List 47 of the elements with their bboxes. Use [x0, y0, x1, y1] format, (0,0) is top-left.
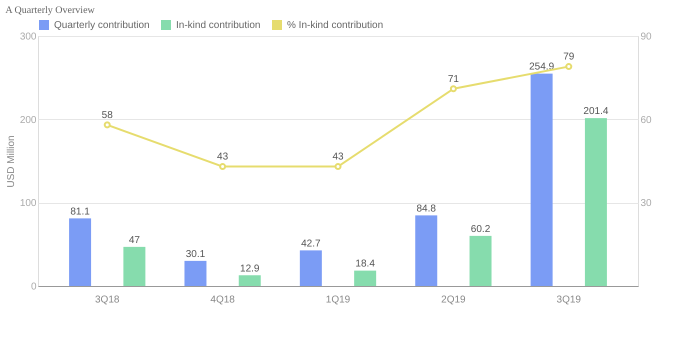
y-tick-label: 200 — [20, 114, 37, 126]
point — [219, 163, 226, 170]
bar — [584, 118, 607, 286]
point — [450, 85, 457, 92]
data-label: 30.1 — [186, 248, 206, 260]
chart-title: A Quarterly Overview — [5, 5, 96, 16]
data-label: 254.9 — [529, 62, 555, 73]
data-label: 42.7 — [301, 238, 322, 250]
x-tick-label: 3Q18 — [94, 294, 120, 306]
x-tick-label: 1Q19 — [326, 294, 351, 306]
x-tick-label: 3Q19 — [556, 294, 582, 306]
data-label: 58 — [102, 110, 114, 121]
bar — [354, 270, 376, 286]
y2-tick-label: 90 — [640, 32, 652, 42]
bar — [470, 236, 492, 286]
data-label: 81.1 — [70, 206, 90, 218]
data-label: 79 — [563, 52, 575, 63]
point — [565, 63, 572, 70]
data-label: 60.2 — [470, 224, 491, 235]
legend-label: In-kind contribution — [176, 20, 260, 31]
data-label: 18.4 — [355, 258, 376, 270]
legend-label: Quarterly contribution — [54, 20, 150, 31]
bar — [415, 215, 438, 286]
bar — [238, 275, 261, 286]
y-tick-label: 100 — [20, 198, 37, 210]
point — [334, 163, 342, 170]
legend-label: % In-kind contribution — [287, 20, 384, 31]
bar — [123, 246, 146, 286]
y-tick-label: 0 — [30, 282, 37, 292]
point — [104, 121, 111, 128]
y2-tick-label: 30 — [640, 198, 652, 210]
bar — [530, 74, 553, 286]
data-label: 43 — [332, 152, 344, 163]
data-label: 47 — [128, 234, 140, 246]
x-tick-label: 4Q18 — [210, 294, 236, 306]
data-label: 71 — [448, 74, 460, 85]
y2-tick-label: 60 — [640, 114, 652, 126]
data-label: 12.9 — [240, 263, 260, 274]
bar — [184, 260, 206, 286]
x-tick-label: 2Q19 — [441, 294, 466, 306]
data-label: 43 — [217, 152, 229, 163]
y-tick-label: 300 — [20, 32, 37, 42]
data-label: 84.8 — [416, 203, 436, 214]
bar — [69, 218, 92, 286]
y-axis-title: USD Million — [6, 135, 17, 188]
bar — [300, 250, 322, 286]
data-label: 201.4 — [583, 106, 609, 118]
